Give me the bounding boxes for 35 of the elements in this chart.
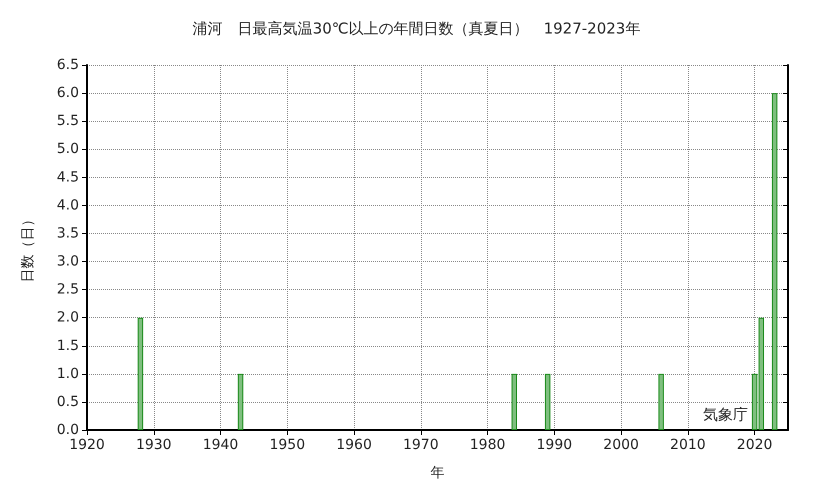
bar — [512, 374, 518, 430]
bar — [772, 93, 778, 430]
x-tick-label: 1990 — [536, 437, 572, 453]
x-axis-title: 年 — [430, 465, 444, 481]
bar — [544, 374, 550, 430]
y-tick-label: 0.0 — [56, 422, 79, 438]
bar — [138, 318, 144, 430]
y-tick-label: 1.0 — [56, 366, 79, 382]
y-tick-label: 5.0 — [56, 141, 79, 158]
x-tick-label: 1980 — [470, 437, 506, 453]
x-tick-label: 2000 — [603, 437, 639, 453]
y-tick-label: 6.0 — [56, 85, 79, 102]
x-tick-label: 1930 — [136, 437, 172, 453]
x-tick-label: 2020 — [736, 437, 772, 453]
y-tick-label: 3.0 — [56, 254, 79, 270]
y-tick-label: 1.5 — [56, 338, 79, 354]
annotation: 気象庁 — [703, 406, 748, 424]
x-tick-label: 1940 — [202, 437, 238, 453]
x-tick-label: 1970 — [402, 437, 439, 453]
x-tick-label: 2010 — [670, 437, 706, 453]
y-tick-label: 3.5 — [56, 225, 79, 242]
x-tick-label: 1960 — [336, 437, 372, 453]
y-tick-label: 6.5 — [56, 57, 79, 73]
y-tick-label: 2.5 — [56, 282, 79, 298]
x-tick-label: 1950 — [269, 437, 306, 453]
bar — [238, 374, 244, 430]
y-tick-label: 5.5 — [56, 113, 79, 130]
bar — [658, 374, 664, 430]
chart-title: 浦河 日最高気温30℃以上の年間日数（真夏日） 1927-2023年 — [192, 20, 640, 38]
x-tick-label: 1920 — [69, 437, 105, 453]
y-tick-label: 4.5 — [56, 169, 79, 186]
y-tick-label: 0.5 — [56, 394, 79, 410]
y-tick-label: 4.0 — [56, 197, 79, 214]
y-tick-label: 2.0 — [56, 310, 79, 326]
y-axis-title: 日数（日） — [20, 212, 36, 282]
